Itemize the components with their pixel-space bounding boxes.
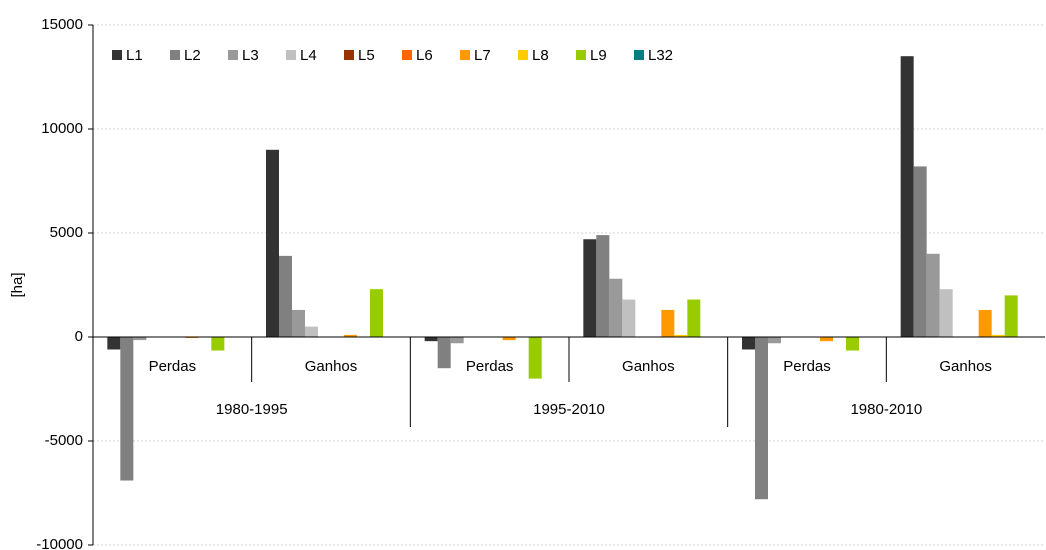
y-tick-label: 15000 bbox=[41, 16, 83, 33]
group-label: 1995-2010 bbox=[533, 401, 605, 418]
y-tick-label: -5000 bbox=[45, 432, 83, 449]
bar bbox=[266, 149, 279, 337]
bar bbox=[978, 309, 992, 337]
x-tick-label: Ganhos bbox=[305, 358, 358, 375]
legend-swatch bbox=[518, 50, 528, 60]
bar bbox=[185, 337, 199, 339]
bar bbox=[279, 255, 292, 337]
bar bbox=[502, 337, 516, 341]
bar bbox=[133, 337, 147, 341]
bar bbox=[661, 309, 675, 337]
bar bbox=[755, 337, 768, 500]
bar bbox=[370, 289, 383, 337]
legend-swatch bbox=[634, 50, 644, 60]
bar bbox=[609, 278, 623, 337]
group-label: 1980-1995 bbox=[216, 401, 288, 418]
legend-swatch bbox=[402, 50, 412, 60]
bar bbox=[742, 337, 755, 350]
x-tick-label: Perdas bbox=[783, 358, 831, 375]
legend-swatch bbox=[460, 50, 470, 60]
legend-label: L32 bbox=[648, 47, 673, 64]
legend-label: L8 bbox=[532, 47, 549, 64]
bar bbox=[1004, 295, 1018, 337]
legend-label: L9 bbox=[590, 47, 607, 64]
bar bbox=[211, 337, 225, 351]
bar bbox=[900, 56, 914, 337]
bar bbox=[107, 337, 121, 350]
y-tick-label: 10000 bbox=[41, 120, 83, 137]
y-tick-label: 0 bbox=[75, 328, 83, 345]
x-tick-label: Ganhos bbox=[939, 358, 992, 375]
bar bbox=[292, 309, 305, 337]
bar bbox=[939, 289, 953, 337]
legend-label: L2 bbox=[184, 47, 201, 64]
legend-label: L1 bbox=[126, 47, 143, 64]
bar bbox=[913, 166, 927, 337]
bar bbox=[583, 239, 597, 337]
legend-label: L5 bbox=[358, 47, 375, 64]
bar bbox=[424, 337, 438, 342]
legend-label: L6 bbox=[416, 47, 433, 64]
y-tick-label: -10000 bbox=[36, 536, 83, 550]
bar bbox=[344, 334, 357, 337]
bar bbox=[596, 235, 610, 337]
bar bbox=[768, 337, 781, 344]
legend-swatch bbox=[344, 50, 354, 60]
legend-swatch bbox=[576, 50, 586, 60]
legend-label: L7 bbox=[474, 47, 491, 64]
bar bbox=[687, 299, 701, 337]
legend-swatch bbox=[286, 50, 296, 60]
legend-swatch bbox=[112, 50, 122, 60]
bar bbox=[820, 337, 833, 342]
group-label: 1980-2010 bbox=[850, 401, 922, 418]
y-tick-label: 5000 bbox=[50, 224, 83, 241]
bar bbox=[674, 334, 688, 337]
bar bbox=[437, 337, 451, 369]
bar bbox=[450, 337, 464, 344]
bar bbox=[120, 337, 134, 481]
legend-label: L3 bbox=[242, 47, 259, 64]
legend-label: L4 bbox=[300, 47, 317, 64]
bar bbox=[528, 337, 542, 379]
x-tick-label: Ganhos bbox=[622, 358, 675, 375]
bar bbox=[926, 253, 940, 337]
legend-swatch bbox=[170, 50, 180, 60]
bar bbox=[846, 337, 859, 351]
x-tick-label: Perdas bbox=[149, 358, 197, 375]
legend-swatch bbox=[228, 50, 238, 60]
x-tick-label: Perdas bbox=[466, 358, 514, 375]
bar bbox=[991, 334, 1005, 337]
bar bbox=[305, 326, 318, 337]
y-axis-label: [ha] bbox=[9, 272, 26, 297]
bar bbox=[622, 299, 636, 337]
